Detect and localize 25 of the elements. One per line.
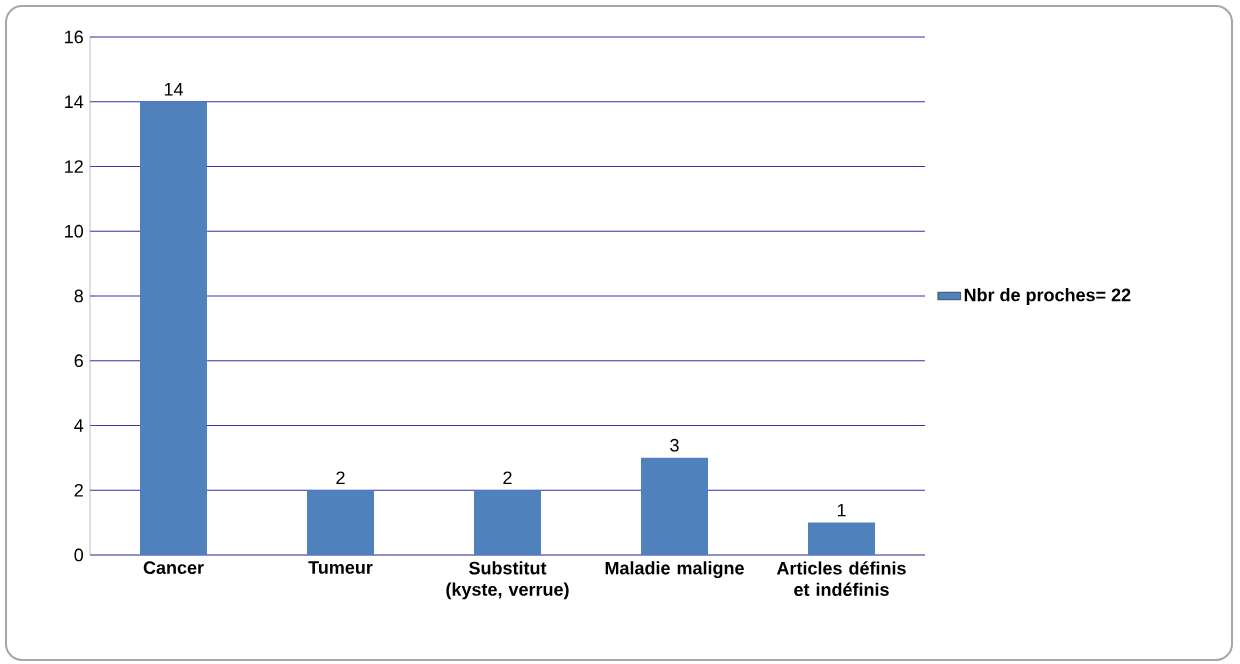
y-tick-label: 0	[74, 548, 84, 562]
bar	[474, 490, 541, 555]
y-tick-label: 8	[74, 289, 83, 303]
x-tick-label: Articles définis et indéfinis	[776, 561, 906, 596]
y-tick-label: 6	[74, 354, 83, 368]
data-label: 2	[336, 471, 345, 484]
y-tick-label: 2	[74, 483, 83, 497]
bar	[140, 101, 208, 555]
legend-label: Nbr de proches= 22	[964, 288, 1131, 305]
y-tick-label: 10	[65, 224, 84, 238]
x-tick-label: Tumeur	[308, 561, 373, 574]
bar	[307, 490, 374, 555]
data-label: 14	[164, 83, 183, 96]
x-tick-label: Maladie maligne	[605, 561, 744, 579]
x-tick-label: Cancer	[143, 561, 204, 574]
y-tick-label: 4	[74, 419, 84, 432]
y-tick-label: 14	[65, 95, 84, 108]
bar	[808, 522, 875, 555]
x-tick-label: Substitut (kyste, verrue)	[446, 561, 569, 600]
data-label: 1	[837, 503, 846, 517]
data-label: 3	[670, 438, 679, 452]
bar	[641, 457, 708, 555]
y-tick-label: 16	[65, 30, 83, 44]
data-label: 2	[503, 471, 512, 484]
y-tick-label: 12	[65, 160, 83, 173]
